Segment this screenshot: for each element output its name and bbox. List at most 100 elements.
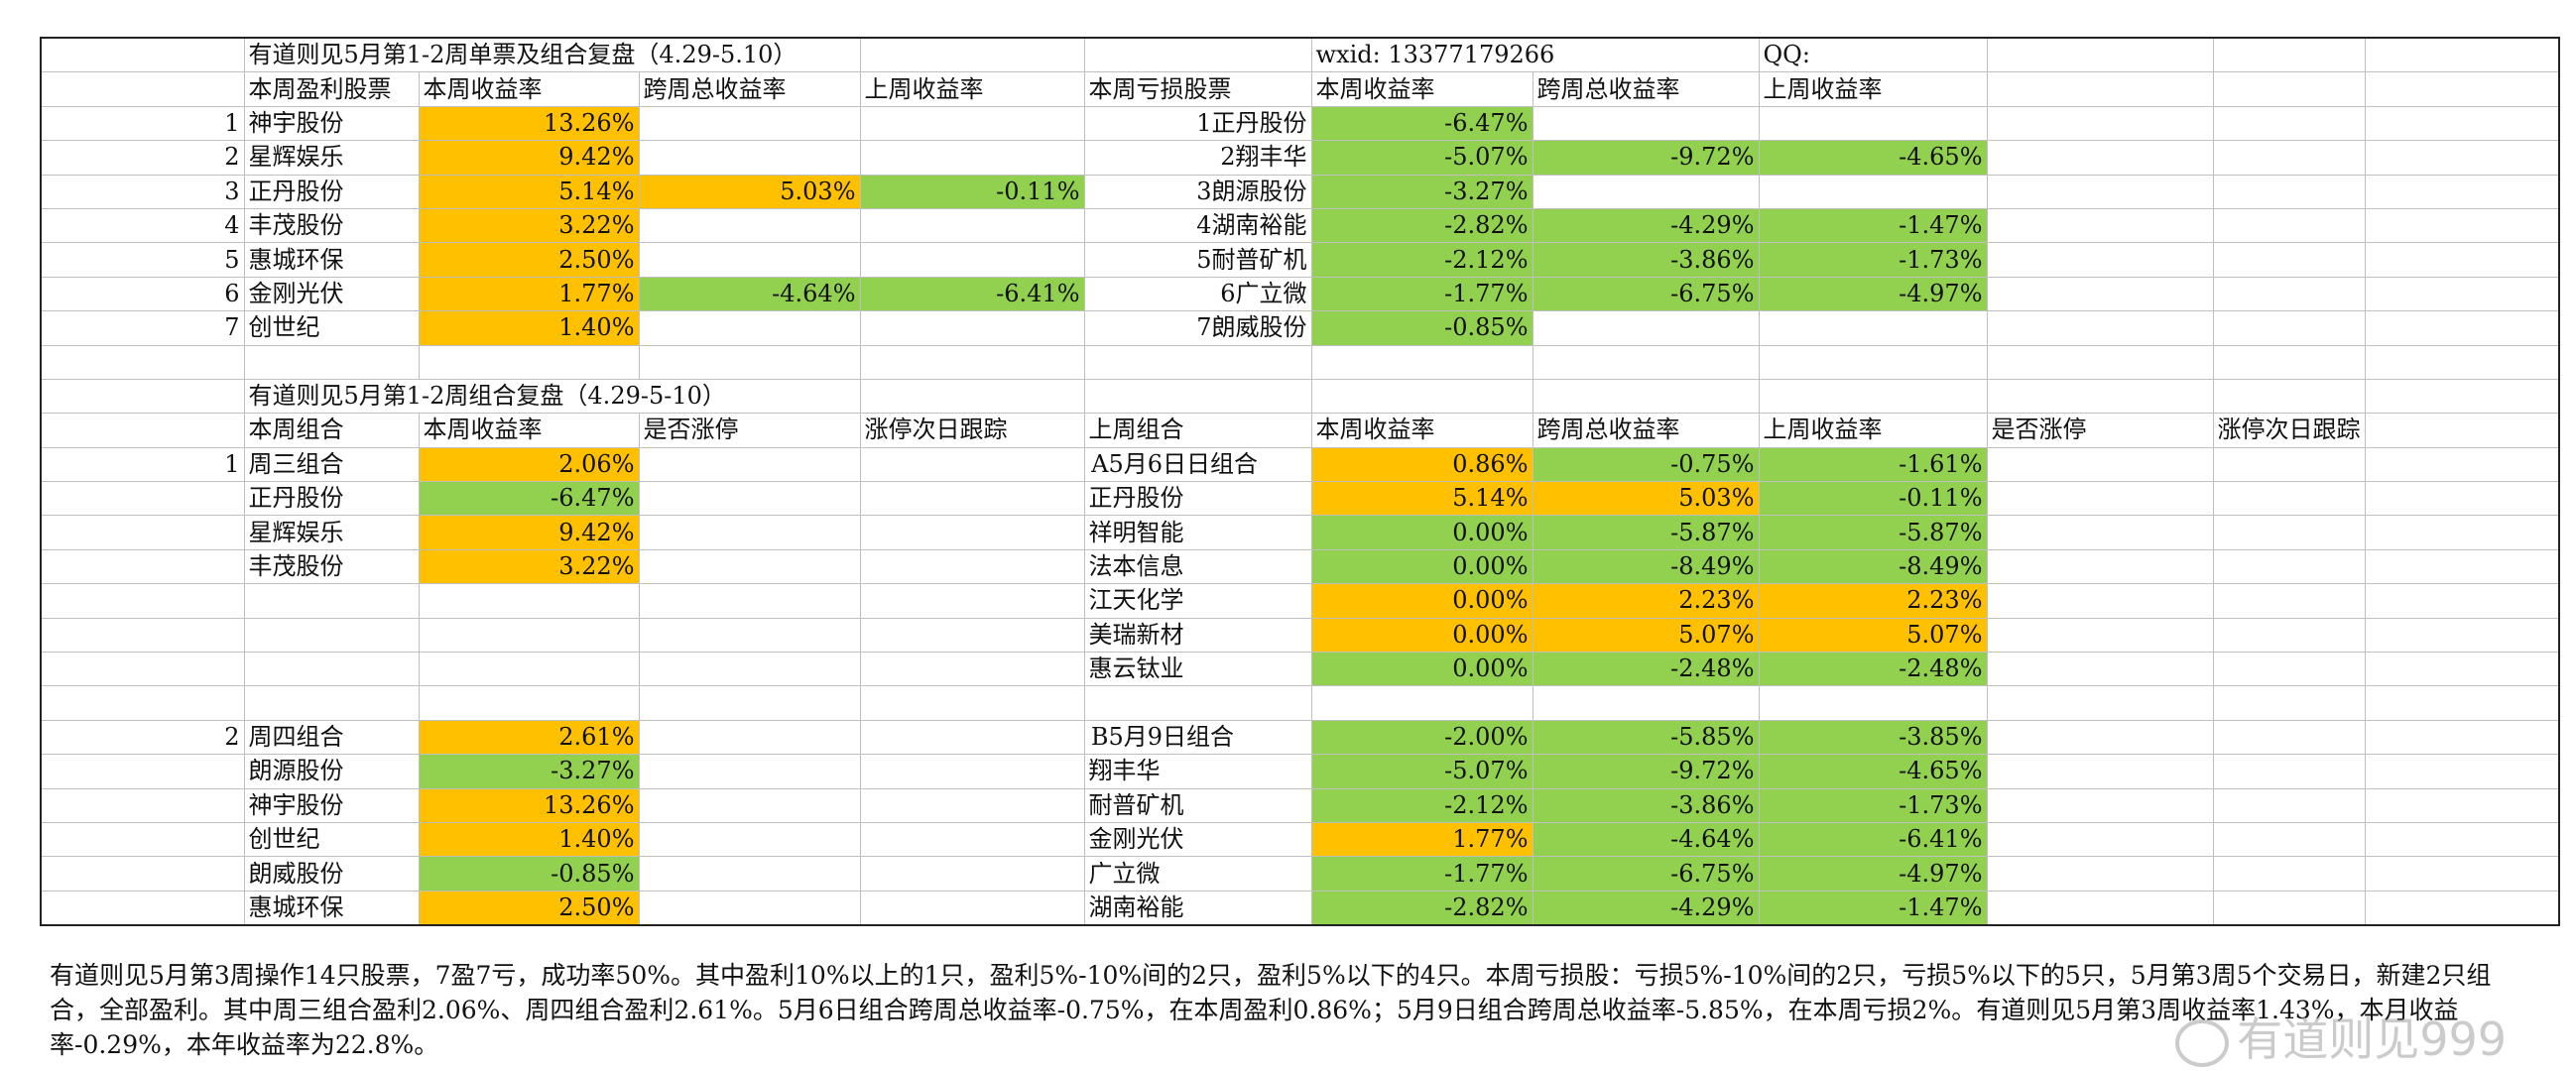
sheet-cell[interactable] — [2212, 583, 2366, 619]
sheet-cell[interactable]: -4.29% — [1532, 890, 1760, 927]
sheet-cell[interactable]: -9.72% — [1532, 140, 1760, 176]
sheet-cell[interactable]: 周四组合 — [243, 719, 420, 756]
sheet-cell[interactable] — [2212, 787, 2366, 823]
sheet-cell[interactable] — [243, 652, 420, 687]
sheet-cell[interactable]: 3 — [40, 174, 245, 209]
sheet-cell[interactable] — [2212, 617, 2366, 654]
sheet-cell[interactable] — [1986, 548, 2214, 585]
sheet-cell[interactable]: B5月9日组合 — [1083, 719, 1312, 756]
sheet-cell[interactable] — [859, 548, 1085, 585]
sheet-cell[interactable] — [2212, 685, 2366, 721]
sheet-cell[interactable] — [1986, 446, 2214, 483]
sheet-cell[interactable] — [1986, 821, 2214, 858]
sheet-cell[interactable] — [2364, 481, 2560, 517]
sheet-cell[interactable] — [40, 548, 245, 585]
sheet-cell[interactable]: -2.12% — [1310, 787, 1533, 823]
sheet-cell[interactable] — [418, 344, 640, 380]
sheet-cell[interactable] — [1986, 276, 2214, 312]
sheet-cell[interactable]: 4 — [40, 207, 245, 244]
sheet-cell[interactable]: 跨周总收益率 — [1532, 413, 1760, 448]
sheet-cell[interactable] — [1310, 344, 1533, 380]
sheet-cell[interactable] — [859, 652, 1085, 687]
sheet-cell[interactable]: 上周收益率 — [1758, 71, 1988, 107]
sheet-cell[interactable]: 本周收益率 — [418, 413, 640, 448]
sheet-cell[interactable]: -4.97% — [1758, 856, 1988, 892]
sheet-cell[interactable]: 9.42% — [418, 515, 640, 550]
sheet-cell[interactable] — [2364, 617, 2560, 654]
sheet-cell[interactable] — [2364, 344, 2560, 380]
sheet-cell[interactable]: 星辉娱乐 — [243, 140, 420, 176]
sheet-cell[interactable]: 2.23% — [1532, 583, 1760, 619]
sheet-cell[interactable]: 惠云钛业 — [1083, 652, 1312, 687]
sheet-cell[interactable]: -6.47% — [1310, 105, 1533, 142]
sheet-cell[interactable] — [1532, 685, 1760, 721]
sheet-cell[interactable] — [2364, 71, 2560, 107]
sheet-cell[interactable]: -4.64% — [1532, 821, 1760, 858]
sheet-cell[interactable]: -3.85% — [1758, 719, 1988, 756]
sheet-cell[interactable]: 上周收益率 — [1758, 413, 1988, 448]
sheet-cell[interactable]: -5.87% — [1758, 515, 1988, 550]
sheet-cell[interactable]: 惠城环保 — [243, 242, 420, 278]
sheet-cell[interactable] — [638, 344, 861, 380]
sheet-cell[interactable] — [243, 617, 420, 654]
sheet-cell[interactable]: 13.26% — [418, 105, 640, 142]
sheet-cell[interactable] — [1986, 617, 2214, 654]
sheet-cell[interactable]: -9.72% — [1532, 754, 1760, 789]
sheet-cell[interactable] — [2212, 481, 2366, 517]
sheet-cell[interactable]: 1 — [40, 446, 245, 483]
sheet-cell[interactable]: 江天化学 — [1083, 583, 1312, 619]
sheet-cell[interactable]: 金刚光伏 — [1083, 821, 1312, 858]
sheet-cell[interactable] — [859, 105, 1085, 142]
sheet-cell[interactable] — [638, 583, 861, 619]
sheet-cell[interactable] — [2212, 140, 2366, 176]
sheet-cell[interactable] — [859, 242, 1085, 278]
sheet-cell[interactable]: 正丹股份 — [243, 174, 420, 209]
sheet-cell[interactable]: -1.77% — [1310, 856, 1533, 892]
sheet-cell[interactable] — [1758, 174, 1988, 209]
sheet-cell[interactable]: -0.85% — [1310, 310, 1533, 346]
sheet-cell[interactable]: 本周盈利股票 — [243, 71, 420, 107]
sheet-cell[interactable]: -6.75% — [1532, 276, 1760, 312]
sheet-cell[interactable]: -6.41% — [1758, 821, 1988, 858]
sheet-cell[interactable] — [2364, 787, 2560, 823]
sheet-cell[interactable]: 跨周总收益率 — [638, 71, 861, 107]
sheet-cell[interactable] — [1986, 652, 2214, 687]
sheet-cell[interactable]: 5.14% — [1310, 481, 1533, 517]
sheet-cell[interactable] — [859, 515, 1085, 550]
sheet-cell[interactable] — [638, 787, 861, 823]
sheet-cell[interactable]: 正丹股份 — [243, 481, 420, 517]
sheet-cell[interactable] — [1986, 71, 2214, 107]
sheet-cell[interactable]: -2.82% — [1310, 207, 1533, 244]
sheet-cell[interactable] — [418, 652, 640, 687]
sheet-cell[interactable] — [2364, 515, 2560, 550]
sheet-cell[interactable] — [2212, 446, 2366, 483]
sheet-cell[interactable]: 有道则见5月第1-2周组合复盘（4.29-5-10） — [243, 378, 861, 415]
sheet-cell[interactable]: 1正丹股份 — [1083, 105, 1312, 142]
sheet-cell[interactable] — [1083, 378, 1312, 415]
sheet-cell[interactable]: -6.75% — [1532, 856, 1760, 892]
sheet-cell[interactable]: -1.73% — [1758, 787, 1988, 823]
sheet-cell[interactable]: 2 — [40, 719, 245, 756]
sheet-cell[interactable] — [1986, 685, 2214, 721]
sheet-cell[interactable] — [638, 821, 861, 858]
sheet-cell[interactable]: -2.12% — [1310, 242, 1533, 278]
sheet-cell[interactable] — [1758, 344, 1988, 380]
sheet-cell[interactable] — [40, 71, 245, 107]
sheet-cell[interactable]: 星辉娱乐 — [243, 515, 420, 550]
sheet-cell[interactable]: -1.73% — [1758, 242, 1988, 278]
sheet-cell[interactable]: 神宇股份 — [243, 787, 420, 823]
sheet-cell[interactable]: 5.03% — [1532, 481, 1760, 517]
sheet-cell[interactable] — [2364, 276, 2560, 312]
sheet-cell[interactable] — [2364, 378, 2560, 415]
sheet-cell[interactable]: 湖南裕能 — [1083, 890, 1312, 927]
sheet-cell[interactable] — [1532, 344, 1760, 380]
sheet-cell[interactable]: -0.85% — [418, 856, 640, 892]
sheet-cell[interactable]: 0.00% — [1310, 617, 1533, 654]
sheet-cell[interactable]: 3.22% — [418, 548, 640, 585]
sheet-cell[interactable]: 7 — [40, 310, 245, 346]
sheet-cell[interactable] — [859, 310, 1085, 346]
sheet-cell[interactable] — [1986, 344, 2214, 380]
sheet-cell[interactable] — [2212, 174, 2366, 209]
sheet-cell[interactable] — [2364, 548, 2560, 585]
sheet-cell[interactable] — [638, 310, 861, 346]
